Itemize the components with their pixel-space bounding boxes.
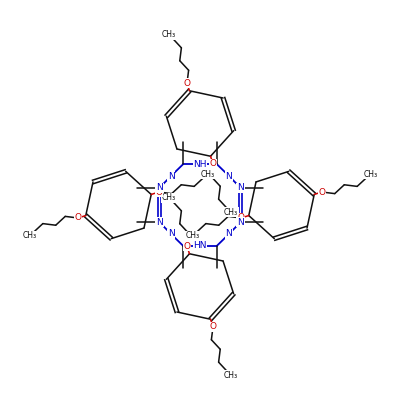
Text: N: N <box>237 218 244 227</box>
Text: CH₃: CH₃ <box>224 371 238 380</box>
Text: O: O <box>210 322 216 331</box>
Text: HN: HN <box>193 241 207 250</box>
Text: O: O <box>210 159 216 168</box>
Text: CH₃: CH₃ <box>186 231 200 240</box>
Text: O: O <box>238 214 245 222</box>
Text: O: O <box>75 214 82 222</box>
Text: N: N <box>237 183 244 192</box>
Text: CH₃: CH₃ <box>224 208 238 217</box>
Text: CH₃: CH₃ <box>363 170 378 179</box>
Text: CH₃: CH₃ <box>22 231 37 240</box>
Text: N: N <box>156 218 163 227</box>
Text: O: O <box>318 188 325 196</box>
Text: O: O <box>184 242 190 251</box>
Text: O: O <box>184 79 190 88</box>
Text: NH: NH <box>193 160 207 169</box>
Text: N: N <box>156 183 163 192</box>
Text: N: N <box>226 172 232 180</box>
Text: CH₃: CH₃ <box>200 170 214 179</box>
Text: CH₃: CH₃ <box>162 193 176 202</box>
Text: N: N <box>226 230 232 238</box>
Text: N: N <box>168 172 174 180</box>
Text: N: N <box>168 230 174 238</box>
Text: O: O <box>155 188 162 196</box>
Text: CH₃: CH₃ <box>162 30 176 39</box>
